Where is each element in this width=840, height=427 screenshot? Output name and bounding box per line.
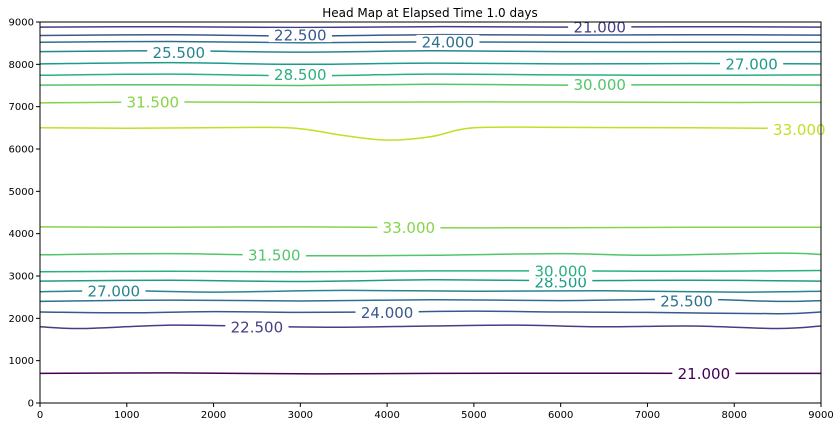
contour-line-16	[39, 33, 822, 37]
y-tick-label-4: 4000	[9, 229, 34, 240]
contour-label-15: 24.000	[422, 33, 475, 51]
y-tick-label-6: 6000	[9, 145, 34, 156]
contour-label-gap-12	[268, 67, 332, 82]
contour-label-9: 33.000	[773, 121, 826, 139]
contour-label-gap-7	[242, 247, 306, 262]
contour-line-11	[39, 83, 822, 87]
contour-label-16: 22.500	[274, 27, 327, 45]
y-tick-label-5: 5000	[9, 187, 34, 198]
contour-label-10: 31.500	[127, 94, 180, 112]
x-tick-label-5: 5000	[461, 410, 486, 421]
contour-label-6: 30.000	[534, 262, 587, 280]
contour-line-13	[39, 61, 822, 66]
contour-line-1	[39, 324, 822, 330]
y-tick-label-0: 0	[28, 399, 34, 410]
contour-label-17: 21.000	[573, 19, 626, 37]
contour-line-3	[39, 298, 822, 303]
contour-label-gap-0	[672, 366, 736, 381]
x-tick-label-7: 7000	[635, 410, 660, 421]
contour-label-12: 28.500	[274, 66, 327, 84]
x-tick-label-2: 2000	[201, 410, 226, 421]
y-tick-label-3: 3000	[9, 272, 34, 283]
contour-lines	[39, 25, 822, 375]
x-tick-label-8: 8000	[721, 410, 746, 421]
contour-line-5	[39, 279, 822, 283]
y-tick-label-2: 2000	[9, 314, 34, 325]
contour-label-gap-8	[377, 220, 441, 235]
y-tick-label-1: 1000	[9, 356, 34, 367]
contour-label-gap-2	[355, 305, 419, 320]
contour-label-gap-15	[416, 34, 480, 49]
contour-line-6	[39, 269, 822, 273]
x-tick-label-0: 0	[37, 410, 43, 421]
contour-label-gap-9	[767, 122, 831, 137]
y-tick-label-8: 8000	[9, 60, 34, 71]
contour-label-gap-4	[82, 284, 146, 299]
y-axis: 0 1000 2000 3000 4000 5000 6000 7000 8000 9000	[9, 18, 40, 410]
contour-label-7: 31.500	[248, 246, 301, 264]
contour-label-8: 33.000	[383, 219, 436, 237]
contour-label-4: 27.000	[88, 283, 141, 301]
y-tick-label-7: 7000	[9, 102, 34, 113]
x-tick-label-6: 6000	[548, 410, 573, 421]
contour-line-2	[39, 310, 822, 315]
contour-label-gap-16	[268, 28, 332, 43]
contour-line-7	[39, 252, 822, 257]
x-tick-label-9: 9000	[808, 410, 833, 421]
contour-label-gap-1	[225, 319, 289, 334]
contour-line-9	[39, 126, 822, 141]
x-tick-label-1: 1000	[114, 410, 139, 421]
contour-label-gap-11	[568, 77, 632, 92]
contour-label-14: 25.500	[153, 44, 206, 62]
x-tick-label-3: 3000	[288, 410, 313, 421]
contour-label-11: 30.000	[573, 76, 626, 94]
x-axis: 0 1000 2000 3000 4000 5000 6000 7000 8000 9000	[37, 403, 834, 421]
chart-title: Head Map at Elapsed Time 1.0 days	[322, 6, 538, 20]
plot-frame	[39, 21, 822, 404]
contour-label-gap-5	[529, 274, 593, 289]
contour-label-gap-3	[654, 294, 719, 308]
contour-label-3: 25.500	[660, 293, 713, 311]
contour-label-gap-13	[720, 56, 784, 71]
x-tick-label-4: 4000	[374, 410, 399, 421]
contour-label-1: 22.500	[231, 318, 284, 336]
contour-line-17	[39, 25, 822, 29]
y-tick-label-9: 9000	[9, 18, 34, 29]
contour-label-gap-6	[529, 263, 593, 278]
contour-label-gap-10	[121, 95, 185, 109]
contour-line-4	[39, 289, 822, 293]
contour-label-gap-17	[568, 20, 632, 35]
contour-label-0: 21.000	[678, 365, 731, 383]
contour-label-2: 24.000	[361, 304, 414, 322]
contour-label-13: 27.000	[725, 55, 778, 73]
contour-labels: 21.000 22.500 24.000 25.500 27.000 28.500 30.0…	[82, 19, 831, 383]
contour-line-12	[39, 73, 822, 77]
contour-label-gap-14	[147, 45, 211, 60]
